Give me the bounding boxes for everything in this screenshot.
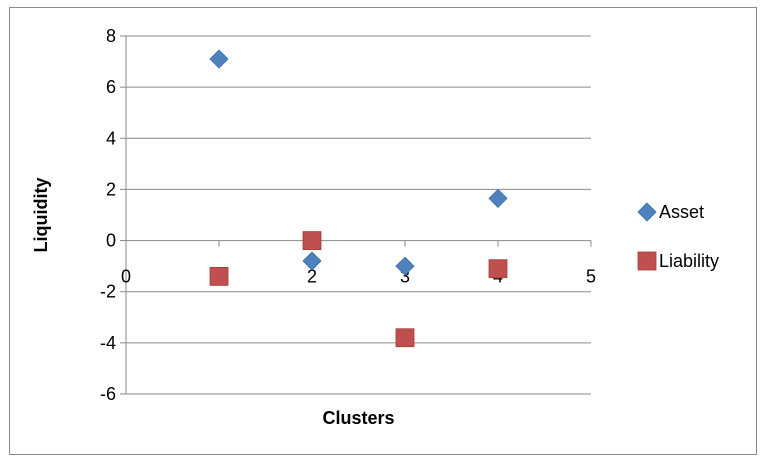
legend-item-asset: Asset bbox=[637, 202, 704, 222]
y-tick-label-6: 6 bbox=[106, 77, 116, 97]
liability-point-3 bbox=[395, 328, 415, 348]
y-tick-label-4: 2 bbox=[106, 179, 116, 199]
y-tick-label-7: 8 bbox=[106, 26, 116, 46]
y-tick-label-5: 4 bbox=[106, 128, 116, 148]
y-tick-label-3: 0 bbox=[106, 231, 116, 251]
x-tick-label-5: 5 bbox=[586, 267, 596, 287]
legend-label-liability: Liability bbox=[659, 251, 719, 271]
y-tick-label-0: -6 bbox=[100, 384, 116, 404]
x-tick-label-0: 0 bbox=[121, 267, 131, 287]
y-axis-title: Liquidity bbox=[31, 178, 51, 253]
gridlines bbox=[126, 35, 591, 395]
legend-label-asset: Asset bbox=[659, 202, 704, 222]
series-liability bbox=[209, 231, 508, 348]
legend-marker-asset bbox=[637, 202, 657, 222]
legend-marker-liability bbox=[637, 251, 657, 271]
x-axis-title: Clusters bbox=[322, 408, 394, 428]
liability-point-2 bbox=[302, 231, 322, 250]
liability-point-1 bbox=[209, 266, 229, 286]
y-tick-label-1: -4 bbox=[100, 333, 116, 353]
legend-item-liability: Liability bbox=[637, 251, 719, 271]
axes bbox=[125, 36, 591, 394]
asset-point-3 bbox=[395, 256, 415, 276]
asset-point-4 bbox=[488, 188, 508, 208]
series-asset bbox=[209, 49, 508, 276]
x-tick-label-3: 3 bbox=[400, 267, 410, 287]
tick-labels: -6-4-202468012345 bbox=[100, 26, 596, 404]
y-tick-label-2: -2 bbox=[100, 282, 116, 302]
legend: Asset Liability bbox=[637, 202, 719, 271]
asset-point-2 bbox=[302, 251, 322, 271]
chart-area bbox=[9, 7, 757, 455]
liability-point-4 bbox=[488, 259, 508, 279]
data-points bbox=[209, 49, 508, 348]
asset-point-1 bbox=[209, 49, 229, 69]
x-tick-label-2: 2 bbox=[307, 267, 317, 287]
